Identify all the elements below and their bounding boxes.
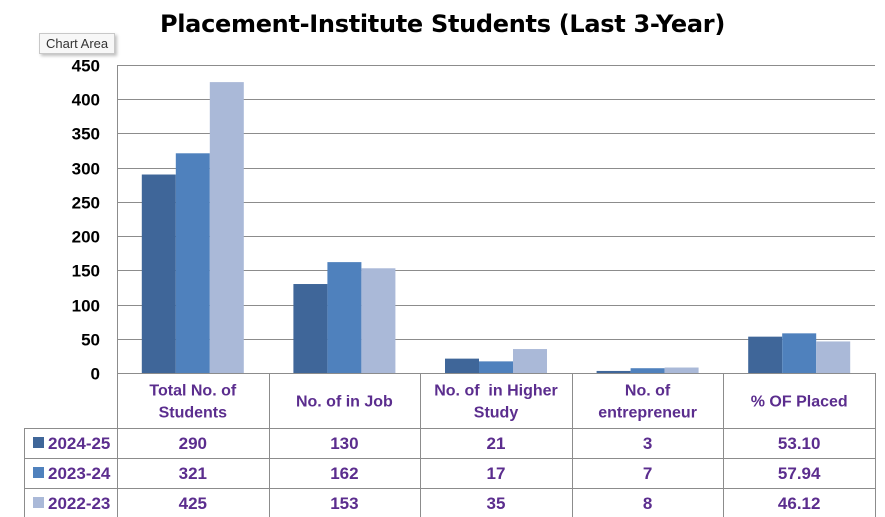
y-tick-label: 0 bbox=[91, 365, 100, 384]
table-cell: 35 bbox=[487, 494, 506, 513]
series-label: 2024-25 bbox=[48, 434, 110, 453]
category-label: Study bbox=[474, 405, 519, 422]
table-cell: 3 bbox=[643, 434, 652, 453]
table-cell: 53.10 bbox=[778, 434, 821, 453]
y-tick-label: 200 bbox=[72, 228, 100, 247]
y-axis: 0 50 100 150 200 250 300 350 400 450 bbox=[72, 57, 118, 384]
bar-2023-24-cat-0 bbox=[175, 153, 210, 373]
table-cell: 321 bbox=[179, 464, 207, 483]
category-label: Total No. of bbox=[149, 383, 236, 400]
table-cell: 130 bbox=[330, 434, 358, 453]
bar-2023-24-cat-1 bbox=[327, 262, 362, 373]
table-cell: 425 bbox=[179, 494, 207, 513]
bar-2022-23-cat-2 bbox=[513, 349, 547, 373]
y-tick-label: 100 bbox=[72, 297, 100, 316]
bar-2023-24-cat-4 bbox=[782, 333, 817, 373]
category-label: % OF Placed bbox=[751, 394, 848, 411]
y-tick-label: 350 bbox=[72, 125, 100, 144]
bar-2024-25-cat-1 bbox=[293, 284, 328, 373]
y-tick-label: 400 bbox=[72, 91, 100, 110]
legend-key-2022-23 bbox=[33, 497, 44, 508]
chart-area-tooltip: Chart Area bbox=[39, 33, 116, 54]
table-cell: 8 bbox=[643, 494, 652, 513]
bar-2024-25-cat-0 bbox=[141, 174, 176, 373]
y-tick-label: 300 bbox=[72, 160, 100, 179]
bar-2024-25-cat-2 bbox=[445, 358, 479, 373]
y-tick-label: 450 bbox=[72, 57, 100, 76]
category-label: No. of bbox=[625, 383, 671, 400]
y-tick-label: 50 bbox=[81, 331, 100, 350]
series-label: 2022-23 bbox=[48, 494, 110, 513]
table-cell: 21 bbox=[487, 434, 506, 453]
table-cell: 57.94 bbox=[778, 464, 821, 483]
table-cell: 46.12 bbox=[778, 494, 821, 513]
legend-key-2024-25 bbox=[33, 437, 44, 448]
bar-2022-23-cat-3 bbox=[664, 367, 699, 373]
bars bbox=[141, 82, 851, 373]
y-tick-label: 250 bbox=[72, 194, 100, 213]
bar-2022-23-cat-4 bbox=[816, 341, 851, 373]
table-cell: 290 bbox=[179, 434, 207, 453]
series-label: 2023-24 bbox=[48, 464, 111, 483]
bar-2022-23-cat-1 bbox=[361, 268, 396, 373]
bar-2024-25-cat-3 bbox=[596, 370, 631, 373]
table-cell: 162 bbox=[330, 464, 358, 483]
bar-2023-24-cat-2 bbox=[479, 361, 513, 373]
category-label: Students bbox=[159, 405, 228, 422]
legend-key-2023-24 bbox=[33, 467, 44, 478]
table-cell: 17 bbox=[487, 464, 506, 483]
category-label: No. of in Job bbox=[296, 394, 393, 411]
table-cell: 153 bbox=[330, 494, 358, 513]
category-label: entrepreneur bbox=[598, 405, 697, 422]
bar-2024-25-cat-4 bbox=[748, 336, 783, 373]
bar-2022-23-cat-0 bbox=[209, 82, 244, 373]
table-cell: 7 bbox=[643, 464, 652, 483]
chart-title: Placement-Institute Students (Last 3-Yea… bbox=[159, 10, 726, 38]
data-table: Total No. of Students No. of in Job No. of … bbox=[24, 373, 876, 517]
bar-2023-24-cat-3 bbox=[630, 368, 665, 373]
category-label: No. of in Higher bbox=[434, 383, 558, 400]
y-tick-label: 150 bbox=[72, 262, 100, 281]
